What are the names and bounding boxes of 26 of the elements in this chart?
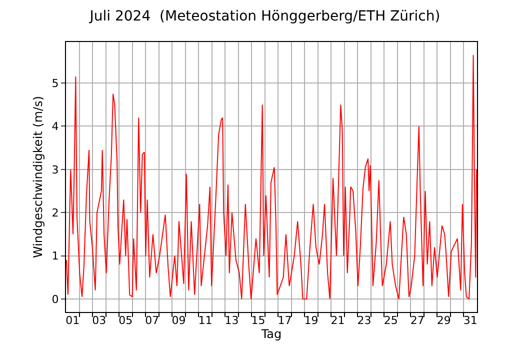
chart-title: Juli 2024 (Meteostation Hönggerberg/ETH Zürich) bbox=[88, 8, 440, 24]
y-tick-label: 5 bbox=[52, 76, 59, 90]
x-tick-label: 21 bbox=[330, 314, 345, 327]
y-tick-label: 3 bbox=[52, 163, 59, 176]
x-tick-label: 25 bbox=[384, 314, 398, 327]
x-tick-label: 07 bbox=[145, 314, 160, 327]
x-tick-label: 19 bbox=[304, 314, 318, 327]
x-tick-label: 05 bbox=[118, 314, 133, 327]
line-series bbox=[66, 54, 477, 300]
y-tick-label: 2 bbox=[52, 206, 59, 220]
y-axis-title: Windgeschwindigkeit (m/s) bbox=[31, 96, 46, 258]
x-tick-label: 17 bbox=[278, 314, 292, 327]
x-tick-label: 03 bbox=[92, 314, 106, 327]
x-tick-label: 27 bbox=[410, 314, 424, 327]
x-tick-label: 31 bbox=[463, 314, 478, 327]
x-tick-label: 09 bbox=[172, 314, 186, 327]
y-tick-label: 1 bbox=[52, 250, 59, 263]
x-tick-label: 29 bbox=[436, 314, 451, 327]
y-tick-label: 4 bbox=[52, 120, 59, 134]
x-tick-label: 13 bbox=[224, 314, 239, 327]
x-tick-label: 11 bbox=[198, 314, 212, 327]
y-tick-label: 0 bbox=[52, 292, 59, 306]
x-tick-label: 01 bbox=[66, 314, 80, 327]
x-tick-label: 15 bbox=[251, 314, 266, 327]
x-tick-label: 23 bbox=[357, 314, 372, 327]
x-axis-title: Tag bbox=[260, 327, 282, 341]
